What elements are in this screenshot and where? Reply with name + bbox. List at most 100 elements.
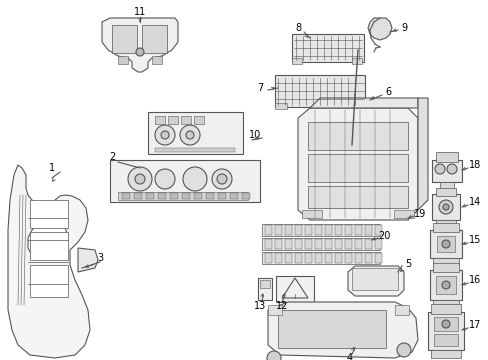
Circle shape — [217, 174, 226, 184]
Bar — [325, 239, 331, 249]
Circle shape — [180, 125, 200, 145]
Bar — [275, 276, 313, 302]
Bar — [427, 312, 463, 350]
Bar — [374, 239, 381, 249]
Bar — [242, 193, 249, 199]
Text: 13: 13 — [253, 301, 265, 311]
Circle shape — [128, 167, 152, 191]
Polygon shape — [309, 98, 417, 108]
Bar — [345, 253, 351, 263]
Bar — [194, 116, 203, 124]
Bar — [432, 223, 458, 232]
Circle shape — [266, 351, 281, 360]
Circle shape — [446, 164, 456, 174]
Bar — [168, 116, 178, 124]
Bar — [431, 194, 459, 220]
Bar — [155, 148, 235, 152]
Bar — [351, 268, 397, 290]
Bar — [364, 253, 371, 263]
Bar — [354, 239, 361, 249]
Text: 8: 8 — [294, 23, 301, 33]
Text: 2: 2 — [109, 152, 115, 162]
Bar — [262, 252, 379, 264]
Bar — [218, 193, 225, 199]
Bar — [278, 310, 385, 348]
Bar — [148, 112, 243, 154]
Bar — [364, 225, 371, 235]
Bar — [345, 239, 351, 249]
Bar — [30, 232, 68, 260]
Bar — [182, 193, 190, 199]
Bar — [260, 280, 269, 288]
Text: 20: 20 — [377, 231, 389, 241]
Bar — [118, 56, 128, 64]
Text: 7: 7 — [256, 83, 263, 93]
Bar — [302, 210, 321, 218]
Bar — [294, 225, 302, 235]
Polygon shape — [78, 248, 98, 272]
Bar — [436, 236, 454, 252]
Polygon shape — [417, 98, 427, 210]
Bar — [435, 152, 457, 162]
Bar — [431, 160, 461, 182]
Bar — [307, 122, 407, 150]
Text: 18: 18 — [468, 160, 480, 170]
Polygon shape — [267, 302, 417, 358]
Bar — [364, 239, 371, 249]
Polygon shape — [347, 266, 403, 296]
Bar — [433, 334, 457, 346]
Bar — [274, 239, 282, 249]
Bar — [325, 253, 331, 263]
Bar — [429, 270, 461, 300]
Bar — [181, 116, 191, 124]
Bar — [30, 200, 68, 228]
Text: 6: 6 — [384, 87, 390, 97]
Text: 11: 11 — [134, 7, 146, 17]
Circle shape — [135, 174, 145, 184]
Circle shape — [438, 200, 452, 214]
Bar — [432, 300, 458, 307]
Bar — [435, 188, 455, 196]
Bar — [30, 265, 68, 297]
Bar — [170, 193, 178, 199]
Bar — [274, 75, 364, 107]
Polygon shape — [297, 108, 417, 220]
Bar — [258, 278, 271, 300]
Polygon shape — [102, 18, 178, 72]
Text: 15: 15 — [468, 235, 480, 245]
Bar — [432, 258, 458, 265]
Text: 19: 19 — [413, 209, 425, 219]
Bar — [307, 186, 407, 208]
Bar — [334, 253, 341, 263]
Bar — [334, 239, 341, 249]
Bar — [194, 193, 202, 199]
Text: 10: 10 — [248, 130, 261, 140]
Circle shape — [442, 204, 448, 210]
Bar — [334, 225, 341, 235]
Circle shape — [155, 169, 175, 189]
Bar — [142, 25, 167, 53]
Bar — [305, 225, 311, 235]
Text: 17: 17 — [468, 320, 480, 330]
Circle shape — [441, 320, 449, 328]
Circle shape — [183, 167, 206, 191]
Bar — [314, 225, 321, 235]
Bar — [229, 193, 238, 199]
Bar — [432, 263, 458, 272]
Bar — [325, 225, 331, 235]
Bar — [285, 225, 291, 235]
Bar — [118, 192, 247, 200]
Circle shape — [396, 343, 410, 357]
Bar — [262, 224, 379, 236]
Bar — [430, 350, 460, 358]
Text: 1: 1 — [49, 163, 55, 173]
Text: 4: 4 — [346, 353, 352, 360]
Bar — [158, 193, 165, 199]
Circle shape — [155, 125, 175, 145]
Bar — [374, 253, 381, 263]
Circle shape — [136, 48, 143, 56]
Bar — [274, 103, 286, 109]
Bar — [352, 103, 364, 109]
Bar — [294, 239, 302, 249]
Bar — [264, 239, 271, 249]
